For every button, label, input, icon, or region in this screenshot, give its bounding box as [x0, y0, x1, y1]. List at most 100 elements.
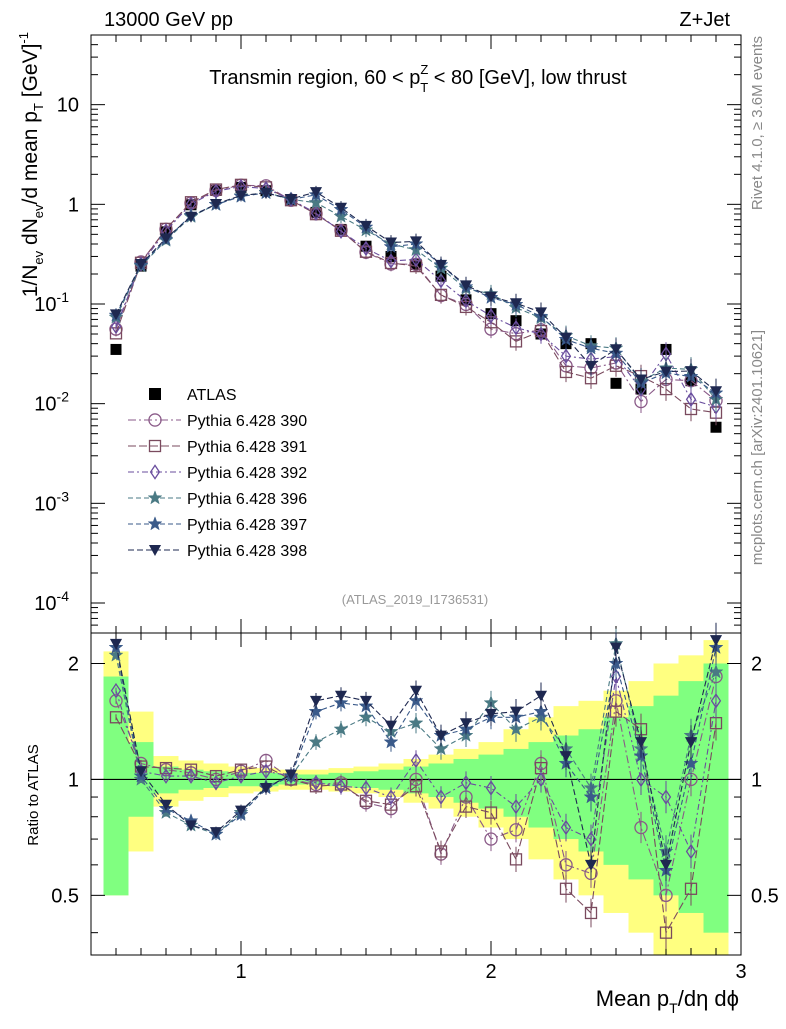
ratio-tick-label-right: 2	[751, 653, 762, 675]
series-marker	[435, 273, 447, 289]
series-ratio-marker	[484, 806, 498, 819]
series-ratio-marker	[410, 752, 422, 769]
series-ratio-marker	[333, 721, 349, 736]
series-ratio-marker	[259, 783, 273, 795]
legend-marker	[147, 516, 163, 531]
series-ratio-marker	[109, 711, 123, 724]
y-tick-base: 10	[34, 394, 56, 416]
series-marker	[583, 340, 599, 355]
series-ratio-marker	[659, 926, 673, 939]
series-ratio-marker	[535, 771, 547, 788]
series-ratio-marker	[309, 695, 323, 707]
y-tick-label: 10	[57, 95, 79, 117]
series-ratio-marker	[634, 737, 648, 749]
series-ratio-marker	[360, 780, 372, 796]
legend-marker	[149, 464, 161, 480]
series-ratio-marker	[560, 819, 572, 836]
mcplots-label: mcplots.cern.ch [arXiv:2401.10621]	[749, 330, 766, 565]
series-ratio-marker	[509, 706, 523, 718]
series-marker	[109, 309, 123, 321]
y-tick-label: 10-1	[34, 289, 69, 316]
series-marker	[335, 223, 347, 239]
series-ratio-marker	[608, 655, 624, 670]
legend-label: Pythia 6.428 390	[187, 413, 307, 430]
series-marker	[559, 365, 573, 379]
series-ratio-marker	[635, 771, 647, 788]
green-band-bin	[103, 676, 129, 896]
series-ratio-marker	[709, 635, 723, 647]
series-marker	[159, 233, 173, 245]
legend-label: Pythia 6.428 398	[187, 543, 307, 560]
series-marker	[359, 220, 373, 232]
series-marker	[710, 399, 722, 415]
series-ratio-marker	[334, 690, 348, 702]
series-ratio-marker	[234, 805, 248, 817]
series-marker	[460, 292, 472, 309]
plot-subtitle: Transmin region, 60 < pZ T < 80 [GeV], lo…	[209, 62, 627, 95]
series-marker	[559, 332, 573, 344]
series-ratio-marker	[433, 741, 449, 756]
series-main-line	[115, 184, 717, 403]
series-marker	[684, 366, 698, 378]
series-ratio-marker	[409, 685, 423, 697]
series-ratio-marker	[609, 642, 623, 654]
y-tick-exp: -2	[57, 389, 70, 405]
y-axis-label: 1/Nev dNev/d mean pT [GeV]-1	[16, 32, 46, 297]
green-band-bin	[603, 717, 629, 865]
legend-label: Pythia 6.428 392	[187, 465, 307, 482]
ylabel-part-5: T	[31, 103, 46, 111]
series-main-line	[115, 185, 717, 408]
series-ratio-marker	[683, 755, 699, 770]
series-marker	[310, 205, 322, 222]
x-tick-label: 3	[735, 961, 746, 983]
series-marker	[209, 199, 223, 211]
series-marker	[560, 348, 572, 364]
series-marker	[384, 237, 398, 249]
series-ratio-marker	[685, 843, 697, 860]
series-ratio-marker	[310, 775, 322, 791]
series-ratio-marker	[559, 858, 573, 872]
series-marker	[634, 374, 648, 386]
x-tick-label: 1	[235, 961, 246, 983]
ratio-panel: 2 2 1 1 0.5 0.5	[51, 632, 779, 956]
subtitle-pre: Transmin region, 60 < p	[209, 67, 420, 89]
series-marker	[259, 187, 273, 199]
y-tick-label: 1	[68, 194, 79, 216]
series-ratio-marker	[408, 715, 424, 730]
series-ratio-marker	[108, 647, 124, 662]
series-ratio-marker	[434, 730, 448, 742]
series-ratio-marker	[585, 831, 597, 847]
series-marker	[534, 307, 548, 319]
series-ratio-marker	[159, 799, 173, 811]
series-ratio-marker	[434, 845, 448, 858]
series-ratio-marker	[210, 775, 222, 791]
series-ratio-marker	[383, 734, 399, 749]
series-ratio-marker	[184, 820, 198, 832]
series-marker	[459, 280, 473, 292]
process-label: Z+Jet	[679, 9, 730, 31]
series-main-line	[115, 191, 717, 400]
series-ratio-marker	[134, 766, 148, 778]
series-marker	[184, 211, 198, 223]
series-marker	[234, 190, 248, 202]
series-marker	[584, 360, 598, 372]
series-ratio-marker	[660, 789, 672, 805]
y-tick-exp: -1	[57, 289, 70, 305]
series-ratio-marker	[109, 694, 123, 708]
ratio-y-axis-label: Ratio to ATLAS	[25, 744, 42, 845]
analysis-watermark: (ATLAS_2019_I1736531)	[342, 592, 488, 607]
series-marker	[509, 298, 523, 310]
series-ratio-marker	[534, 690, 548, 702]
y-tick-exp: -4	[57, 588, 70, 604]
subtitle-sup: Z	[420, 62, 428, 77]
series-ratio-marker	[460, 775, 472, 791]
series-marker	[134, 259, 148, 271]
series-ratio-marker	[160, 768, 172, 784]
ratio-tick-label-right: 0.5	[751, 885, 779, 907]
series-ratio-marker	[235, 768, 247, 784]
series-marker	[308, 194, 324, 210]
y-tick-label: 10-4	[34, 588, 69, 615]
legend-marker	[148, 413, 162, 427]
